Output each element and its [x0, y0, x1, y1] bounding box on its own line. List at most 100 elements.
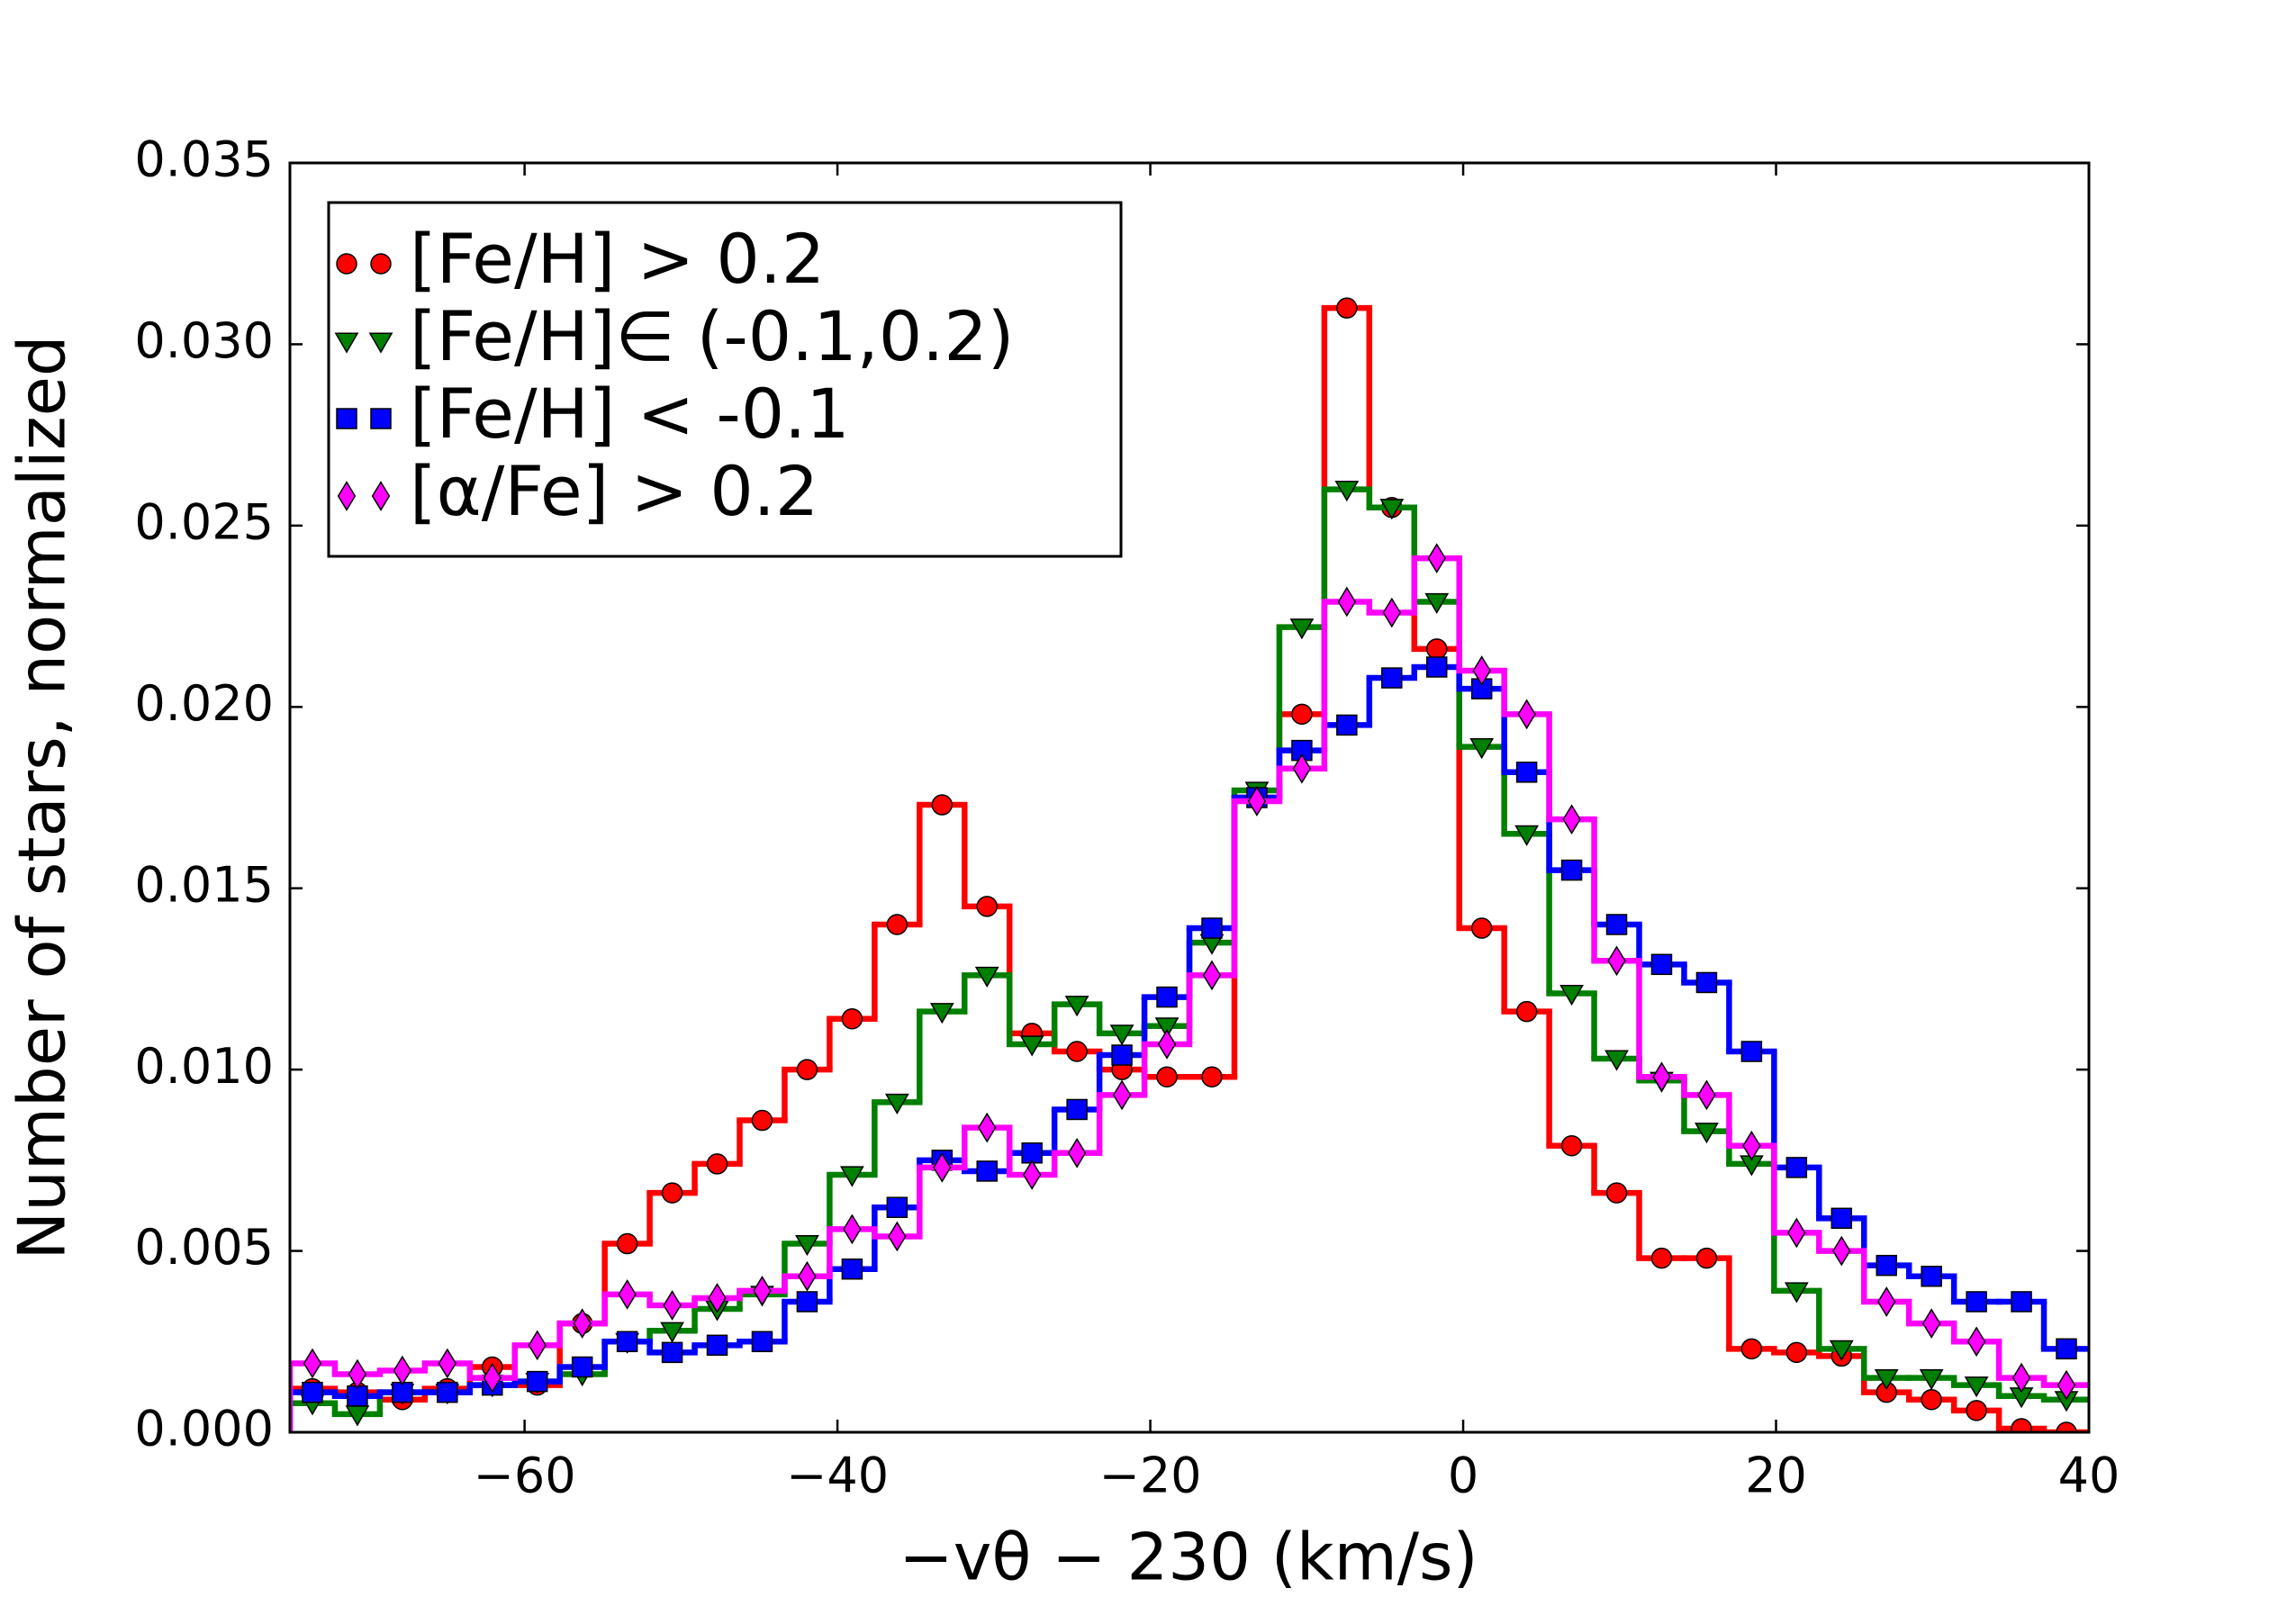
y-tick-label: 0.005	[134, 1219, 274, 1276]
marker	[1604, 1050, 1629, 1071]
marker	[393, 1355, 412, 1386]
marker	[663, 1290, 682, 1321]
marker	[1742, 1130, 1761, 1161]
marker	[1785, 1341, 1808, 1364]
marker	[334, 332, 359, 354]
marker	[976, 896, 998, 917]
marker	[1201, 917, 1223, 939]
marker	[1515, 762, 1538, 783]
marker	[1202, 960, 1222, 991]
marker	[1560, 859, 1583, 881]
marker	[1427, 543, 1446, 573]
marker	[978, 1112, 997, 1143]
marker	[751, 1331, 773, 1353]
marker	[1697, 1079, 1716, 1111]
marker	[1112, 1079, 1132, 1111]
marker	[1876, 1254, 1897, 1277]
x-axis-label: −vθ − 230 (km/s)	[899, 1520, 1478, 1595]
marker	[616, 1331, 638, 1353]
marker	[796, 1059, 818, 1080]
marker	[1966, 1326, 1986, 1358]
marker	[1695, 1247, 1718, 1269]
marker	[438, 1348, 457, 1379]
marker	[1605, 1182, 1628, 1204]
series	[290, 543, 2089, 1432]
marker	[368, 332, 393, 354]
marker	[1067, 1137, 1087, 1168]
marker	[1829, 1340, 1854, 1361]
marker	[1066, 1041, 1088, 1062]
marker	[751, 1109, 773, 1132]
marker	[526, 1370, 548, 1393]
marker	[843, 1213, 862, 1245]
marker	[2056, 1369, 2076, 1401]
marker	[708, 1283, 727, 1313]
marker	[2056, 1338, 2077, 1360]
marker	[1425, 656, 1448, 678]
marker	[1740, 1041, 1763, 1062]
marker	[1785, 1157, 1808, 1178]
marker	[1515, 1000, 1538, 1023]
marker	[1650, 1247, 1673, 1269]
marker	[1382, 597, 1402, 628]
marker	[1695, 1123, 1719, 1144]
y-tick-label: 0.030	[134, 312, 274, 369]
marker	[1066, 1098, 1088, 1121]
marker	[660, 1322, 684, 1343]
marker	[1291, 703, 1313, 726]
marker	[661, 1341, 683, 1364]
marker	[1336, 297, 1358, 319]
marker	[483, 1362, 502, 1394]
y-tick-label: 0.035	[134, 131, 274, 188]
y-tick-label: 0.000	[134, 1401, 274, 1457]
marker	[2011, 1418, 2032, 1432]
legend-label: [Fe/H] < -0.1	[410, 374, 850, 454]
marker	[1289, 618, 1315, 640]
marker	[336, 408, 357, 429]
marker	[795, 1234, 819, 1257]
marker	[1695, 971, 1718, 994]
legend-box	[327, 201, 1123, 558]
marker	[1874, 1369, 1899, 1391]
marker	[798, 1260, 817, 1292]
marker	[370, 408, 392, 429]
marker	[933, 1152, 952, 1183]
y-tick-label: 0.025	[134, 493, 274, 550]
marker	[437, 1381, 458, 1403]
marker	[1111, 1044, 1133, 1066]
marker	[1201, 1066, 1223, 1087]
marker	[2011, 1362, 2031, 1394]
marker	[1921, 1308, 1941, 1339]
marker	[886, 1196, 908, 1218]
marker	[1334, 481, 1360, 502]
marker	[303, 1348, 322, 1379]
x-tick-label: −60	[474, 1448, 576, 1504]
marker	[1022, 1159, 1042, 1190]
marker	[1019, 1035, 1044, 1057]
y-axis-label: Number of stars, normalized	[5, 335, 80, 1259]
marker	[1921, 1266, 1942, 1287]
marker	[1966, 1400, 1987, 1421]
marker	[2056, 1421, 2077, 1432]
marker	[1740, 1338, 1763, 1360]
y-tick-label: 0.020	[134, 675, 274, 732]
marker	[1964, 1376, 1989, 1398]
marker	[1830, 1207, 1853, 1230]
marker	[886, 914, 908, 935]
marker	[661, 1182, 683, 1204]
marker	[573, 1308, 592, 1339]
marker	[1425, 638, 1448, 660]
marker	[302, 1381, 323, 1403]
marker	[1919, 1369, 1944, 1391]
marker	[1154, 1017, 1180, 1039]
marker	[1966, 1291, 1987, 1313]
marker	[1109, 1024, 1134, 1046]
marker	[1562, 804, 1581, 835]
x-tick-label: 40	[2058, 1448, 2120, 1504]
marker	[841, 1258, 863, 1280]
marker	[571, 1356, 593, 1378]
marker	[1472, 655, 1491, 686]
marker	[1292, 753, 1312, 784]
marker	[1650, 953, 1673, 976]
